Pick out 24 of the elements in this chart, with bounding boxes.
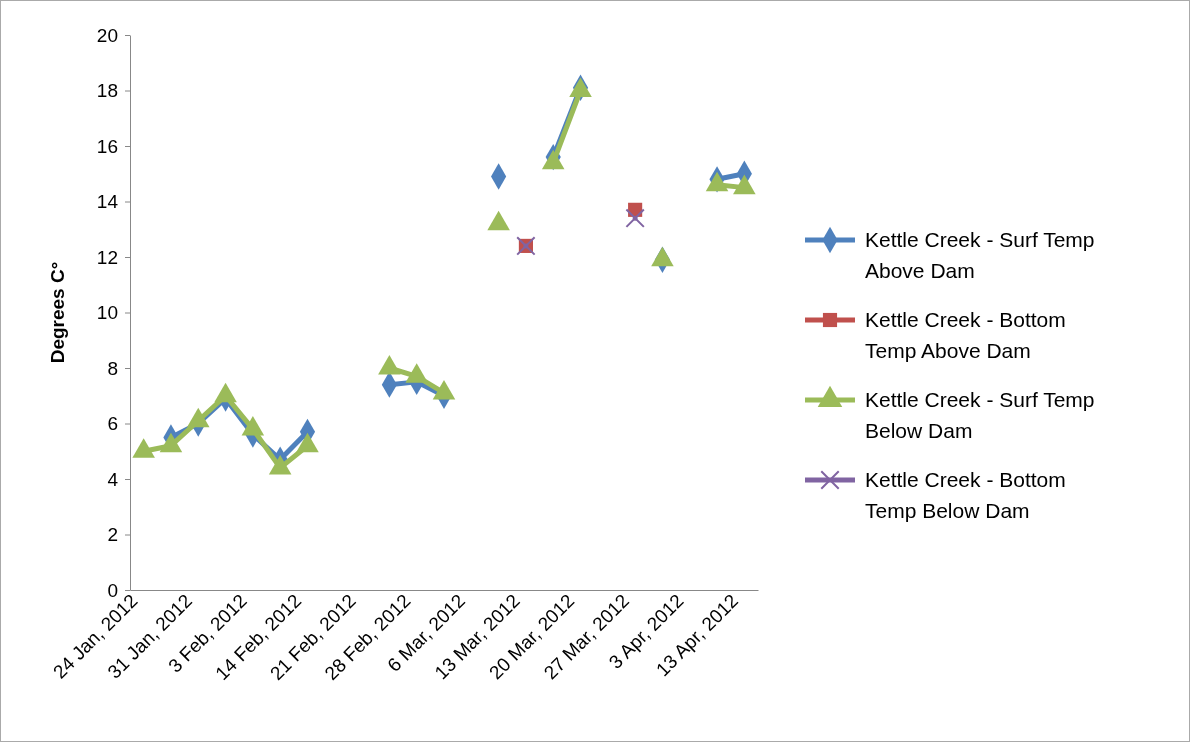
legend-label: Kettle Creek - Surf Temp Below Dam <box>865 388 1095 442</box>
y-tick-label: 0 <box>107 579 118 601</box>
y-tick-label: 2 <box>107 524 118 546</box>
point <box>132 438 155 458</box>
legend-label: Kettle Creek - Surf Temp Above Dam <box>865 228 1095 282</box>
y-tick-label: 8 <box>107 357 118 379</box>
point <box>268 454 292 475</box>
y-tick-label: 4 <box>107 468 119 490</box>
point <box>625 208 645 228</box>
y-axis-title: Degrees C° <box>47 261 68 364</box>
point <box>186 407 210 428</box>
y-tick-label: 14 <box>96 191 119 213</box>
legend-label: Kettle Creek - Bottom Temp Above Dam <box>865 308 1066 362</box>
point <box>214 382 237 403</box>
y-tick-label: 20 <box>96 24 118 46</box>
y-tick-label: 6 <box>107 413 118 435</box>
y-tick-label: 18 <box>96 80 118 102</box>
y-tick-label: 12 <box>96 246 118 268</box>
point <box>296 432 319 453</box>
point <box>159 432 183 453</box>
y-tick-label: 16 <box>96 135 118 157</box>
y-tick-label: 10 <box>96 302 118 324</box>
legend-label: Kettle Creek - Bottom Temp Below Dam <box>865 468 1066 522</box>
point <box>241 416 265 436</box>
